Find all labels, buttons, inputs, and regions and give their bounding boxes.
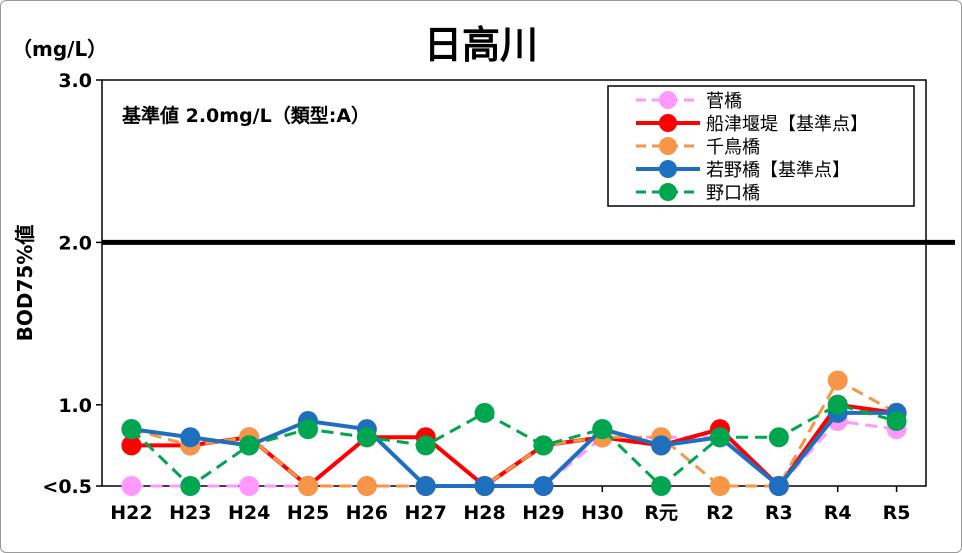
x-tick-label: H29 bbox=[522, 502, 564, 524]
data-point bbox=[768, 476, 789, 496]
data-point bbox=[768, 427, 789, 448]
data-point bbox=[827, 370, 848, 391]
data-point bbox=[356, 476, 377, 496]
legend-label: 菅橋 bbox=[706, 91, 742, 112]
x-tick-label: H28 bbox=[463, 502, 505, 524]
x-tick-label: R4 bbox=[824, 502, 852, 524]
y-tick-label: 1.0 bbox=[58, 395, 92, 417]
legend-marker bbox=[659, 137, 677, 155]
legend-label: 船津堰堤【基準点】 bbox=[706, 114, 868, 135]
legend-marker bbox=[659, 114, 677, 132]
data-point bbox=[533, 435, 554, 456]
x-tick-label: H27 bbox=[405, 502, 447, 524]
x-tick-label: H24 bbox=[228, 502, 270, 524]
y-tick-label: 3.0 bbox=[58, 70, 92, 92]
data-point bbox=[121, 476, 142, 496]
data-point bbox=[180, 476, 201, 496]
y-tick-label: <0.5 bbox=[42, 476, 92, 498]
legend-marker bbox=[659, 183, 677, 201]
data-point bbox=[180, 427, 201, 448]
data-point bbox=[239, 476, 260, 496]
legend-label: 千鳥橋 bbox=[706, 137, 760, 158]
data-point bbox=[886, 411, 907, 432]
y-axis-label: BOD75%値 bbox=[13, 225, 37, 342]
data-point bbox=[827, 394, 848, 415]
data-point bbox=[592, 419, 613, 440]
x-tick-label: R元 bbox=[644, 502, 678, 524]
x-tick-label: R3 bbox=[765, 502, 793, 524]
data-point bbox=[298, 476, 318, 496]
series-line bbox=[130, 403, 897, 489]
x-tick-label: R5 bbox=[883, 502, 911, 524]
data-point bbox=[239, 435, 260, 456]
reference-annotation: 基準値 2.0mg/L（類型:A） bbox=[121, 104, 370, 127]
legend-label: 野口橋 bbox=[706, 183, 760, 204]
legend-marker bbox=[659, 91, 677, 109]
data-point bbox=[474, 476, 495, 496]
legend-label: 若野橋【基準点】 bbox=[706, 160, 850, 181]
data-point bbox=[415, 435, 436, 456]
data-point bbox=[710, 427, 730, 448]
x-tick-label: R2 bbox=[706, 502, 734, 524]
data-point bbox=[651, 476, 672, 496]
y-tick-label: 2.0 bbox=[58, 232, 92, 254]
unit-label: （mg/L） bbox=[12, 37, 107, 61]
data-point bbox=[651, 435, 672, 456]
data-point bbox=[356, 427, 377, 448]
data-point bbox=[710, 476, 730, 496]
x-tick-label: H26 bbox=[346, 502, 388, 524]
x-tick-label: H30 bbox=[581, 502, 623, 524]
data-point bbox=[533, 476, 554, 496]
data-point bbox=[121, 419, 142, 440]
x-tick-label: H23 bbox=[169, 502, 211, 524]
legend-marker bbox=[659, 160, 677, 178]
data-point bbox=[298, 419, 318, 440]
x-tick-label: H25 bbox=[287, 502, 329, 524]
data-point bbox=[415, 476, 436, 496]
data-point bbox=[474, 402, 495, 423]
x-tick-label: H22 bbox=[110, 502, 152, 524]
chart-title: 日高川 bbox=[424, 23, 538, 67]
data-point bbox=[121, 435, 142, 456]
